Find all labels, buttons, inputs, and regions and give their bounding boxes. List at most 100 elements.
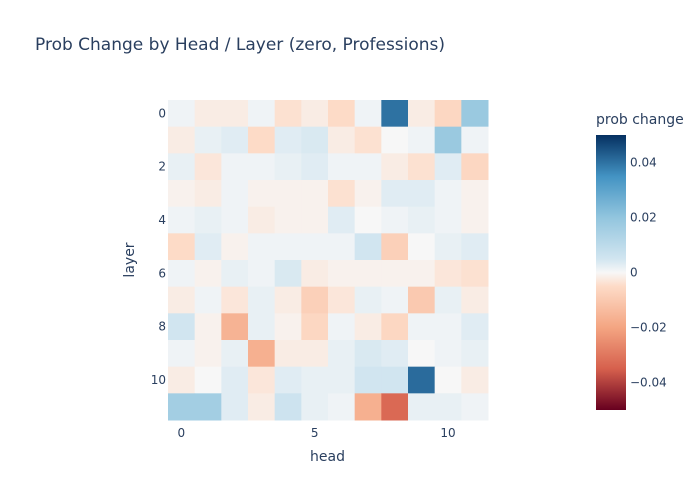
heatmap-cell <box>381 153 409 181</box>
heatmap-cell <box>221 393 249 421</box>
heatmap-cell <box>221 180 249 208</box>
heatmap-cell <box>301 313 329 341</box>
heatmap-cell <box>248 366 276 394</box>
heatmap-cell <box>461 100 489 128</box>
heatmap-cell <box>301 126 329 154</box>
heatmap-cell <box>461 153 489 181</box>
heatmap-cell <box>221 100 249 128</box>
heatmap-cell <box>221 153 249 181</box>
heatmap-cell <box>354 153 382 181</box>
heatmap-cell <box>354 366 382 394</box>
heatmap-cell <box>194 286 222 314</box>
heatmap-cell <box>168 286 196 314</box>
heatmap-cell <box>248 153 276 181</box>
heatmap-cell <box>434 340 462 368</box>
heatmap-cell <box>408 260 436 288</box>
heatmap-cell <box>328 100 356 128</box>
heatmap-cell <box>168 393 196 421</box>
heatmap-cell <box>301 233 329 261</box>
heatmap-cell <box>274 126 302 154</box>
x-tick-label: 0 <box>178 426 186 440</box>
heatmap-cell <box>434 100 462 128</box>
y-tick-label: 2 <box>158 160 166 174</box>
heatmap-cell <box>328 233 356 261</box>
colorbar-title: prob change <box>596 112 684 128</box>
heatmap-cell <box>221 206 249 234</box>
heatmap-cell <box>248 286 276 314</box>
heatmap-cell <box>274 366 302 394</box>
heatmap-cell <box>408 206 436 234</box>
heatmap-cell <box>194 206 222 234</box>
heatmap-cell <box>194 393 222 421</box>
heatmap-cell <box>168 313 196 341</box>
heatmap-cell <box>408 153 436 181</box>
heatmap-cells <box>168 100 489 421</box>
x-axis-title: head <box>310 449 345 465</box>
heatmap-cell <box>328 180 356 208</box>
heatmap-cell <box>328 366 356 394</box>
heatmap-cell <box>381 260 409 288</box>
heatmap-cell <box>461 233 489 261</box>
y-tick-label: 8 <box>158 320 166 334</box>
heatmap-cell <box>194 340 222 368</box>
heatmap-cell <box>434 126 462 154</box>
heatmap-cell <box>381 233 409 261</box>
heatmap-cell <box>328 393 356 421</box>
heatmap-cell <box>221 286 249 314</box>
x-axis-ticks: 0 5 10 <box>178 426 456 440</box>
heatmap-cell <box>274 286 302 314</box>
colorbar-tick-label: −0.04 <box>630 376 667 390</box>
heatmap-cell <box>461 180 489 208</box>
heatmap-cell <box>354 260 382 288</box>
heatmap-cell <box>381 100 409 128</box>
colorbar-gradient <box>596 135 626 410</box>
heatmap-cell <box>168 206 196 234</box>
heatmap-cell <box>461 313 489 341</box>
heatmap-cell <box>248 233 276 261</box>
heatmap-cell <box>408 126 436 154</box>
heatmap-cell <box>301 206 329 234</box>
heatmap-cell <box>461 393 489 421</box>
heatmap-cell <box>194 126 222 154</box>
y-tick-label: 0 <box>158 106 166 120</box>
heatmap-cell <box>381 313 409 341</box>
y-axis-ticks: 0 2 4 6 8 10 <box>151 106 166 387</box>
heatmap-cell <box>328 206 356 234</box>
heatmap-cell <box>381 366 409 394</box>
heatmap-cell <box>354 206 382 234</box>
heatmap-cell <box>461 206 489 234</box>
y-tick-label: 6 <box>158 266 166 280</box>
heatmap-cell <box>274 206 302 234</box>
y-axis-title: layer <box>122 242 138 277</box>
heatmap-cell <box>248 180 276 208</box>
x-tick-label: 10 <box>440 426 455 440</box>
heatmap-cell <box>168 180 196 208</box>
colorbar-tick-label: 0 <box>630 266 638 280</box>
heatmap-cell <box>434 260 462 288</box>
heatmap-cell <box>194 180 222 208</box>
heatmap-cell <box>434 286 462 314</box>
heatmap-cell <box>408 313 436 341</box>
heatmap-cell <box>354 100 382 128</box>
heatmap-cell <box>301 366 329 394</box>
heatmap-cell <box>381 340 409 368</box>
heatmap-cell <box>381 286 409 314</box>
heatmap-cell <box>301 100 329 128</box>
heatmap-cell <box>168 233 196 261</box>
colorbar-tick-label: 0.02 <box>630 211 657 225</box>
heatmap-cell <box>434 180 462 208</box>
colorbar-tick-label: −0.02 <box>630 321 667 335</box>
heatmap-cell <box>434 233 462 261</box>
heatmap-cell <box>301 393 329 421</box>
heatmap-cell <box>408 286 436 314</box>
heatmap-cell <box>381 126 409 154</box>
heatmap-cell <box>221 260 249 288</box>
heatmap-cell <box>221 313 249 341</box>
heatmap-cell <box>328 340 356 368</box>
heatmap-cell <box>194 153 222 181</box>
heatmap-cell <box>461 340 489 368</box>
heatmap-cell <box>168 260 196 288</box>
heatmap-cell <box>221 233 249 261</box>
heatmap-cell <box>408 393 436 421</box>
heatmap-cell <box>274 233 302 261</box>
